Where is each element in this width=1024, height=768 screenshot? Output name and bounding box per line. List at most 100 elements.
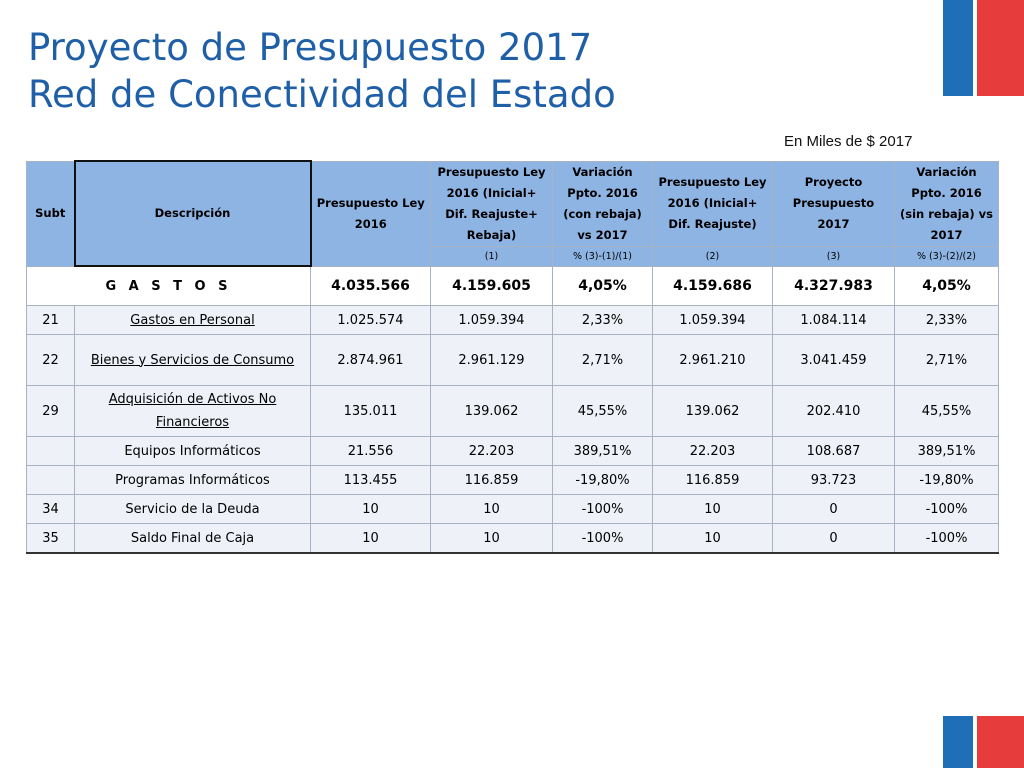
- value-cell: 116.859: [430, 465, 553, 495]
- value-cell: 2,71%: [552, 334, 653, 386]
- total-cell: 4.327.983: [772, 265, 895, 306]
- total-row: G A S T O S 4.035.566 4.159.605 4,05% 4.…: [26, 265, 999, 306]
- subt-cell: [26, 436, 75, 466]
- flag-white-stripe: [973, 716, 977, 768]
- value-cell: 135.011: [310, 385, 431, 437]
- value-cell: 113.455: [310, 465, 431, 495]
- value-cell: -100%: [552, 494, 653, 524]
- table-row: 34 Servicio de la Deuda 10 10 -100% 10 0…: [26, 494, 999, 524]
- total-cell: 4,05%: [552, 265, 653, 306]
- value-cell: 1.025.574: [310, 305, 431, 335]
- value-cell: 389,51%: [552, 436, 653, 466]
- value-cell: 22.203: [430, 436, 553, 466]
- value-cell: 2,71%: [894, 334, 999, 386]
- description-cell: Saldo Final de Caja: [74, 523, 311, 554]
- value-cell: -100%: [894, 523, 999, 554]
- header-col2: Presupuesto Ley 2016 (Inicial+ Dif. Reaj…: [430, 160, 553, 247]
- table-row: 21 Gastos en Personal 1.025.574 1.059.39…: [26, 305, 999, 335]
- value-cell: 2,33%: [552, 305, 653, 335]
- value-cell: 139.062: [430, 385, 553, 437]
- value-cell: -100%: [894, 494, 999, 524]
- description-cell: Servicio de la Deuda: [74, 494, 311, 524]
- subt-cell: 35: [26, 523, 75, 554]
- total-cell: 4.035.566: [310, 265, 431, 306]
- slide-title: Proyecto de Presupuesto 2017 Red de Cone…: [28, 24, 616, 118]
- budget-table: Subt Descripción Presupuesto Ley 2016 Pr…: [26, 160, 999, 554]
- description-link[interactable]: Gastos en Personal: [130, 312, 255, 328]
- header-sub-col6: % (3)-(2)/(2): [894, 245, 999, 267]
- header-col5: Proyecto Presupuesto 2017: [772, 160, 895, 247]
- slide-title-line-2: Red de Conectividad del Estado: [28, 73, 616, 116]
- value-cell: 1.084.114: [772, 305, 895, 335]
- header-row: Subt Descripción Presupuesto Ley 2016 Pr…: [26, 160, 999, 267]
- value-cell: 10: [310, 494, 431, 524]
- value-cell: 2.961.129: [430, 334, 553, 386]
- total-label: G A S T O S: [26, 265, 311, 306]
- description-cell: Programas Informáticos: [74, 465, 311, 495]
- header-sub-col4: (2): [652, 245, 773, 267]
- subt-cell: [26, 465, 75, 495]
- value-cell: -19,80%: [894, 465, 999, 495]
- value-cell: 389,51%: [894, 436, 999, 466]
- value-cell: 139.062: [652, 385, 773, 437]
- description-cell: Adquisición de Activos No Financieros: [74, 385, 311, 437]
- value-cell: 22.203: [652, 436, 773, 466]
- table-row: 35 Saldo Final de Caja 10 10 -100% 10 0 …: [26, 523, 999, 554]
- header-col1: Presupuesto Ley 2016: [310, 160, 431, 267]
- header-col6: Variación Ppto. 2016 (sin rebaja) vs 201…: [894, 160, 999, 247]
- value-cell: 2,33%: [894, 305, 999, 335]
- flag-red-stripe: [977, 716, 1024, 768]
- value-cell: 10: [652, 523, 773, 554]
- value-cell: 0: [772, 494, 895, 524]
- slide-title-line-1: Proyecto de Presupuesto 2017: [28, 26, 593, 69]
- description-link[interactable]: Bienes y Servicios de Consumo: [90, 352, 295, 368]
- table-row: Equipos Informáticos 21.556 22.203 389,5…: [26, 436, 999, 466]
- value-cell: 2.874.961: [310, 334, 431, 386]
- header-descripcion: Descripción: [73, 160, 312, 267]
- value-cell: -100%: [552, 523, 653, 554]
- value-cell: 45,55%: [894, 385, 999, 437]
- header-col3: Variación Ppto. 2016 (con rebaja) vs 201…: [552, 160, 653, 247]
- value-cell: 3.041.459: [772, 334, 895, 386]
- description-cell: Bienes y Servicios de Consumo: [74, 334, 311, 386]
- flag-stripes-bottom: [943, 716, 1024, 768]
- value-cell: -19,80%: [552, 465, 653, 495]
- value-cell: 116.859: [652, 465, 773, 495]
- value-cell: 10: [652, 494, 773, 524]
- subt-cell: 21: [26, 305, 75, 335]
- value-cell: 93.723: [772, 465, 895, 495]
- header-sub-col5: (3): [772, 245, 895, 267]
- flag-blue-stripe: [943, 716, 973, 768]
- value-cell: 45,55%: [552, 385, 653, 437]
- flag-white-stripe: [973, 0, 977, 96]
- value-cell: 10: [430, 494, 553, 524]
- header-subt: Subt: [26, 160, 75, 267]
- subt-cell: 34: [26, 494, 75, 524]
- flag-blue-stripe: [943, 0, 973, 96]
- subt-cell: 29: [26, 385, 75, 437]
- value-cell: 1.059.394: [652, 305, 773, 335]
- header-col4: Presupuesto Ley 2016 (Inicial+ Dif. Reaj…: [652, 160, 773, 247]
- value-cell: 21.556: [310, 436, 431, 466]
- header-sub-col2: (1): [430, 245, 553, 267]
- table-row: 22 Bienes y Servicios de Consumo 2.874.9…: [26, 334, 999, 386]
- value-cell: 202.410: [772, 385, 895, 437]
- total-cell: 4,05%: [894, 265, 999, 306]
- value-cell: 2.961.210: [652, 334, 773, 386]
- value-cell: 0: [772, 523, 895, 554]
- flag-red-stripe: [977, 0, 1024, 96]
- value-cell: 1.059.394: [430, 305, 553, 335]
- total-cell: 4.159.605: [430, 265, 553, 306]
- value-cell: 10: [430, 523, 553, 554]
- flag-stripes-top: [943, 0, 1024, 96]
- unit-note: En Miles de $ 2017: [784, 133, 913, 150]
- description-cell: Equipos Informáticos: [74, 436, 311, 466]
- subt-cell: 22: [26, 334, 75, 386]
- table-row: Programas Informáticos 113.455 116.859 -…: [26, 465, 999, 495]
- description-link[interactable]: Adquisición de Activos No Financieros: [108, 392, 277, 430]
- total-cell: 4.159.686: [652, 265, 773, 306]
- table-row: 29 Adquisición de Activos No Financieros…: [26, 385, 999, 437]
- header-sub-col3: % (3)-(1)/(1): [552, 245, 653, 267]
- header-subrow: (1) % (3)-(1)/(1) (2) (3) % (3)-(2)/(2): [27, 245, 999, 267]
- description-cell: Gastos en Personal: [74, 305, 311, 335]
